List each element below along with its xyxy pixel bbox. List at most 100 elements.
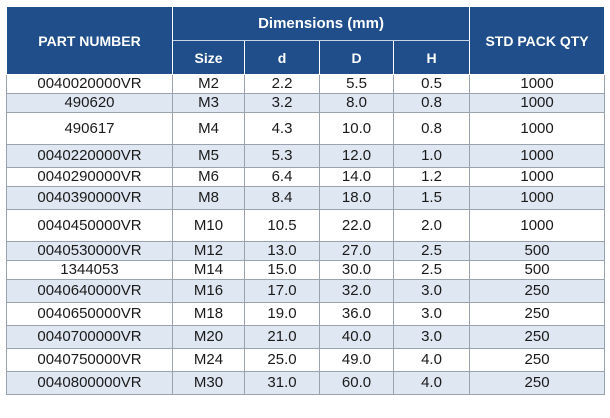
outer-diameter-cell: 36.0: [319, 302, 394, 326]
table-row: 0040530000VR M12 13.0 27.0 2.5 500: [6, 241, 606, 261]
std-pack-qty-cell: 500: [469, 260, 606, 280]
size-cell: M10: [172, 209, 245, 242]
height-cell: 0.8: [392, 112, 471, 145]
part-number-cell: 1344053: [6, 260, 173, 280]
table-row: 490620 M3 3.2 8.0 0.8 1000: [6, 93, 606, 113]
height-cell: 4.0: [392, 348, 471, 372]
height-cell: 3.0: [392, 279, 471, 303]
table-row: 0040220000VR M5 5.3 12.0 1.0 1000: [6, 144, 606, 168]
inner-diameter-cell: 25.0: [244, 348, 320, 372]
dimensions-group-header: Dimensions (mm): [171, 6, 471, 41]
size-cell: M4: [172, 112, 245, 145]
inner-diameter-cell: 2.2: [244, 74, 320, 94]
std-pack-qty-cell: 250: [469, 371, 606, 395]
height-cell: 1.0: [392, 144, 471, 168]
std-pack-qty-cell: 1000: [469, 93, 606, 113]
table-row: 1344053 M14 15.0 30.0 2.5 500: [6, 260, 606, 280]
inner-diameter-cell: 17.0: [244, 279, 320, 303]
outer-diameter-cell: 32.0: [319, 279, 394, 303]
table-header: PART NUMBER Dimensions (mm) STD PACK QTY…: [6, 6, 606, 75]
part-number-cell: 0040290000VR: [6, 167, 173, 187]
size-cell: M24: [172, 348, 245, 372]
height-cell: 2.5: [392, 260, 471, 280]
part-number-cell: 490617: [6, 112, 173, 145]
part-number-cell: 0040020000VR: [6, 74, 173, 94]
inner-diameter-cell: 15.0: [244, 260, 320, 280]
table-row: 490617 M4 4.3 10.0 0.8 1000: [6, 112, 606, 145]
std-pack-qty-cell: 1000: [469, 167, 606, 187]
outer-diameter-cell: 12.0: [319, 144, 394, 168]
outer-diameter-cell: 5.5: [319, 74, 394, 94]
outer-diameter-cell: 49.0: [319, 348, 394, 372]
std-pack-qty-cell: 1000: [469, 209, 606, 242]
inner-diameter-cell: 5.3: [244, 144, 320, 168]
size-cell: M5: [172, 144, 245, 168]
inner-diameter-cell: 19.0: [244, 302, 320, 326]
std-pack-qty-cell: 1000: [469, 186, 606, 210]
inner-diameter-cell: 21.0: [244, 325, 320, 349]
part-number-cell: 490620: [6, 93, 173, 113]
part-number-cell: 0040220000VR: [6, 144, 173, 168]
fastener-spec-table: PART NUMBER Dimensions (mm) STD PACK QTY…: [6, 6, 606, 395]
size-cell: M14: [172, 260, 245, 280]
inner-diameter-cell: 10.5: [244, 209, 320, 242]
height-cell: 1.5: [392, 186, 471, 210]
std-pack-qty-cell: 250: [469, 348, 606, 372]
height-cell: 4.0: [392, 371, 471, 395]
size-cell: M20: [172, 325, 245, 349]
height-cell: 0.8: [392, 93, 471, 113]
std-pack-qty-cell: 1000: [469, 74, 606, 94]
size-cell: M16: [172, 279, 245, 303]
std-pack-qty-cell: 250: [469, 302, 606, 326]
size-cell: M18: [172, 302, 245, 326]
size-cell: M6: [172, 167, 245, 187]
part-number-cell: 0040450000VR: [6, 209, 173, 242]
size-cell: M12: [172, 241, 245, 261]
inner-diameter-cell: 6.4: [244, 167, 320, 187]
table-row: 0040020000VR M2 2.2 5.5 0.5 1000: [6, 74, 606, 94]
std-pack-qty-header: STD PACK QTY: [469, 6, 606, 75]
part-number-cell: 0040640000VR: [6, 279, 173, 303]
std-pack-qty-cell: 250: [469, 279, 606, 303]
inner-diameter-cell: 13.0: [244, 241, 320, 261]
height-cell: 3.0: [392, 325, 471, 349]
height-cell: 3.0: [392, 302, 471, 326]
std-pack-qty-cell: 1000: [469, 112, 606, 145]
std-pack-qty-cell: 500: [469, 241, 606, 261]
std-pack-qty-cell: 250: [469, 325, 606, 349]
part-number-cell: 0040700000VR: [6, 325, 173, 349]
inner-diameter-cell: 31.0: [244, 371, 320, 395]
part-number-header: PART NUMBER: [6, 6, 173, 75]
inner-diameter-cell: 3.2: [244, 93, 320, 113]
table-row: 0040700000VR M20 21.0 40.0 3.0 250: [6, 325, 606, 349]
table-row: 0040290000VR M6 6.4 14.0 1.2 1000: [6, 167, 606, 187]
table-row: 0040650000VR M18 19.0 36.0 3.0 250: [6, 302, 606, 326]
table-row: 0040800000VR M30 31.0 60.0 4.0 250: [6, 371, 606, 395]
table-row: 0040390000VR M8 8.4 18.0 1.5 1000: [6, 186, 606, 210]
part-number-cell: 0040750000VR: [6, 348, 173, 372]
part-number-cell: 0040390000VR: [6, 186, 173, 210]
inner-diameter-column-header: d: [244, 40, 320, 75]
std-pack-qty-cell: 1000: [469, 144, 606, 168]
size-cell: M8: [172, 186, 245, 210]
height-cell: 2.0: [392, 209, 471, 242]
outer-diameter-cell: 14.0: [319, 167, 394, 187]
outer-diameter-cell: 10.0: [319, 112, 394, 145]
outer-diameter-column-header: D: [319, 40, 394, 75]
outer-diameter-cell: 18.0: [319, 186, 394, 210]
outer-diameter-cell: 22.0: [319, 209, 394, 242]
size-cell: M3: [172, 93, 245, 113]
height-cell: 1.2: [392, 167, 471, 187]
height-column-header: H: [392, 40, 471, 75]
table-row: 0040450000VR M10 10.5 22.0 2.0 1000: [6, 209, 606, 242]
part-number-cell: 0040530000VR: [6, 241, 173, 261]
part-number-cell: 0040800000VR: [6, 371, 173, 395]
table-row: 0040640000VR M16 17.0 32.0 3.0 250: [6, 279, 606, 303]
height-cell: 0.5: [392, 74, 471, 94]
table-row: 0040750000VR M24 25.0 49.0 4.0 250: [6, 348, 606, 372]
inner-diameter-cell: 8.4: [244, 186, 320, 210]
inner-diameter-cell: 4.3: [244, 112, 320, 145]
outer-diameter-cell: 8.0: [319, 93, 394, 113]
height-cell: 2.5: [392, 241, 471, 261]
outer-diameter-cell: 30.0: [319, 260, 394, 280]
